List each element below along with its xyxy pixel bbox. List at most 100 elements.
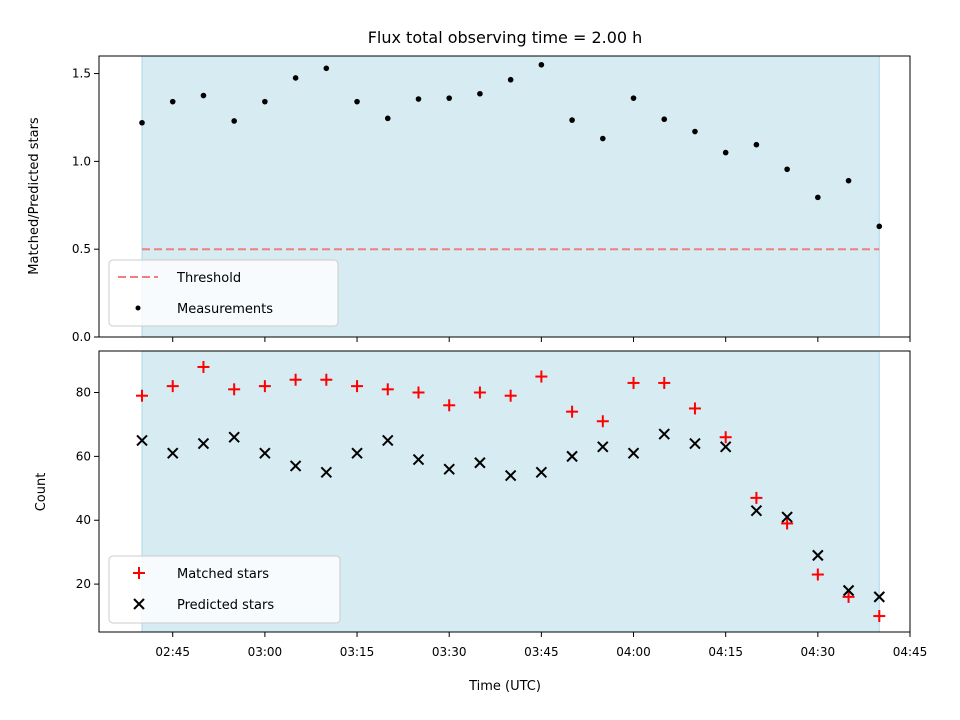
legend-matched-swatch <box>133 567 145 579</box>
predicted-star-point <box>259 447 271 459</box>
x-axis-label: Time (UTC) <box>468 679 541 694</box>
y-tick-label: 20 <box>76 577 91 591</box>
measurement-point <box>815 194 821 201</box>
matched-star-point <box>873 610 886 623</box>
predicted-star-point <box>781 511 793 523</box>
predicted-star-point <box>842 584 855 597</box>
measurement-point <box>722 149 729 156</box>
measurement-point <box>292 75 299 81</box>
matched-star-point <box>381 383 394 396</box>
matched-star-point <box>320 373 333 386</box>
y-tick-label: 1.0 <box>72 154 91 168</box>
matched-star-point <box>811 568 824 581</box>
predicted-star-point <box>873 591 885 603</box>
chart-title: Flux total observing time = 2.00 h <box>368 28 643 47</box>
predicted-star-point <box>228 431 240 443</box>
matched-star-point <box>781 517 794 530</box>
predicted-star-point <box>504 469 517 482</box>
measurement-point <box>538 61 545 68</box>
bottom-legend: Matched stars Predicted stars <box>108 555 341 624</box>
measurement-point <box>630 95 637 101</box>
top-x-ticks <box>172 337 911 342</box>
matched-star-point <box>473 386 486 399</box>
legend-predicted-swatch <box>133 598 145 610</box>
legend-matched-label: Matched stars <box>177 567 269 582</box>
legend-predicted-label: Predicted stars <box>177 598 274 613</box>
matched-star-point <box>228 383 241 396</box>
matched-star-point <box>258 380 271 393</box>
matched-star-point <box>289 373 302 386</box>
bottom-y-ticks: 20 40 60 80 <box>76 386 99 591</box>
predicted-star-point <box>351 447 363 459</box>
legend-measurement-swatch <box>135 305 141 311</box>
predicted-star-point <box>474 457 486 469</box>
y-tick-label: 0.5 <box>72 242 91 256</box>
matched-star-point <box>166 380 179 393</box>
top-y-axis-label: Matched/Predicted stars <box>27 117 42 275</box>
predicted-star-point <box>443 463 455 475</box>
x-tick-label: 03:45 <box>524 645 559 659</box>
predicted-star-point <box>719 441 732 453</box>
x-tick-label: 04:15 <box>708 645 743 659</box>
measurement-point <box>692 128 698 135</box>
matched-star-point <box>658 376 671 389</box>
predicted-star-point <box>412 453 425 466</box>
predicted-star-point <box>812 549 824 562</box>
y-tick-label: 80 <box>76 386 91 400</box>
measurement-point <box>384 115 391 122</box>
top-panel: 0.0 0.5 1.0 1.5 Matched/Predicted stars Thr… <box>27 55 911 344</box>
predicted-star-point <box>658 428 670 440</box>
matched-star-point <box>750 491 763 504</box>
predicted-star-point <box>750 504 763 517</box>
measurement-point <box>507 76 514 83</box>
predicted-star-point <box>566 450 578 463</box>
matched-star-point <box>842 590 855 603</box>
measurement-point <box>845 177 852 184</box>
predicted-star-point <box>289 460 302 472</box>
top-legend-box <box>108 259 339 327</box>
measurement-point <box>477 90 483 97</box>
matched-star-point <box>688 402 701 415</box>
measurement-point <box>753 141 760 148</box>
measurement-point <box>231 118 237 124</box>
bottom-legend-box <box>108 555 341 624</box>
legend-measurement-label: Measurements <box>177 302 273 317</box>
predicted-star-point <box>689 437 701 450</box>
matched-star-point <box>504 389 517 402</box>
measurement-point <box>200 92 207 99</box>
predicted-star-point <box>597 441 609 453</box>
measurement-point <box>569 117 575 123</box>
y-tick-label: 1.5 <box>72 67 91 81</box>
measurement-point <box>446 95 453 101</box>
measurement-point <box>323 65 330 72</box>
measurement-points <box>139 61 883 230</box>
predicted-star-point <box>320 466 333 479</box>
x-tick-label: 04:30 <box>801 645 836 659</box>
matched-star-point <box>412 386 425 399</box>
matched-star-point <box>197 360 210 373</box>
y-tick-label: 60 <box>76 449 91 463</box>
matched-star-point <box>351 380 364 393</box>
measurement-point <box>784 166 790 173</box>
x-tick-label: 03:00 <box>248 645 283 659</box>
matched-star-point <box>627 376 640 389</box>
x-tick-label: 04:00 <box>616 645 651 659</box>
predicted-star-point <box>197 437 210 450</box>
matched-star-point <box>535 370 548 383</box>
matched-star-point <box>566 405 579 418</box>
measurement-point <box>661 116 668 123</box>
measurement-point <box>262 98 268 105</box>
matched-star-point <box>596 415 609 428</box>
legend-threshold-label: Threshold <box>176 271 241 286</box>
bottom-axes-frame <box>98 350 911 633</box>
bottom-x-ticks: 02:45 03:00 03:15 03:30 03:45 04:00 04:15 04:30… <box>155 632 927 659</box>
matched-star-point <box>136 389 149 402</box>
matched-star-point <box>719 431 732 444</box>
predicted-star-point <box>136 434 148 447</box>
measurement-point <box>415 96 422 102</box>
x-tick-label: 02:45 <box>155 645 190 659</box>
measurement-point <box>876 223 883 230</box>
bottom-y-axis-label: Count <box>34 473 49 512</box>
